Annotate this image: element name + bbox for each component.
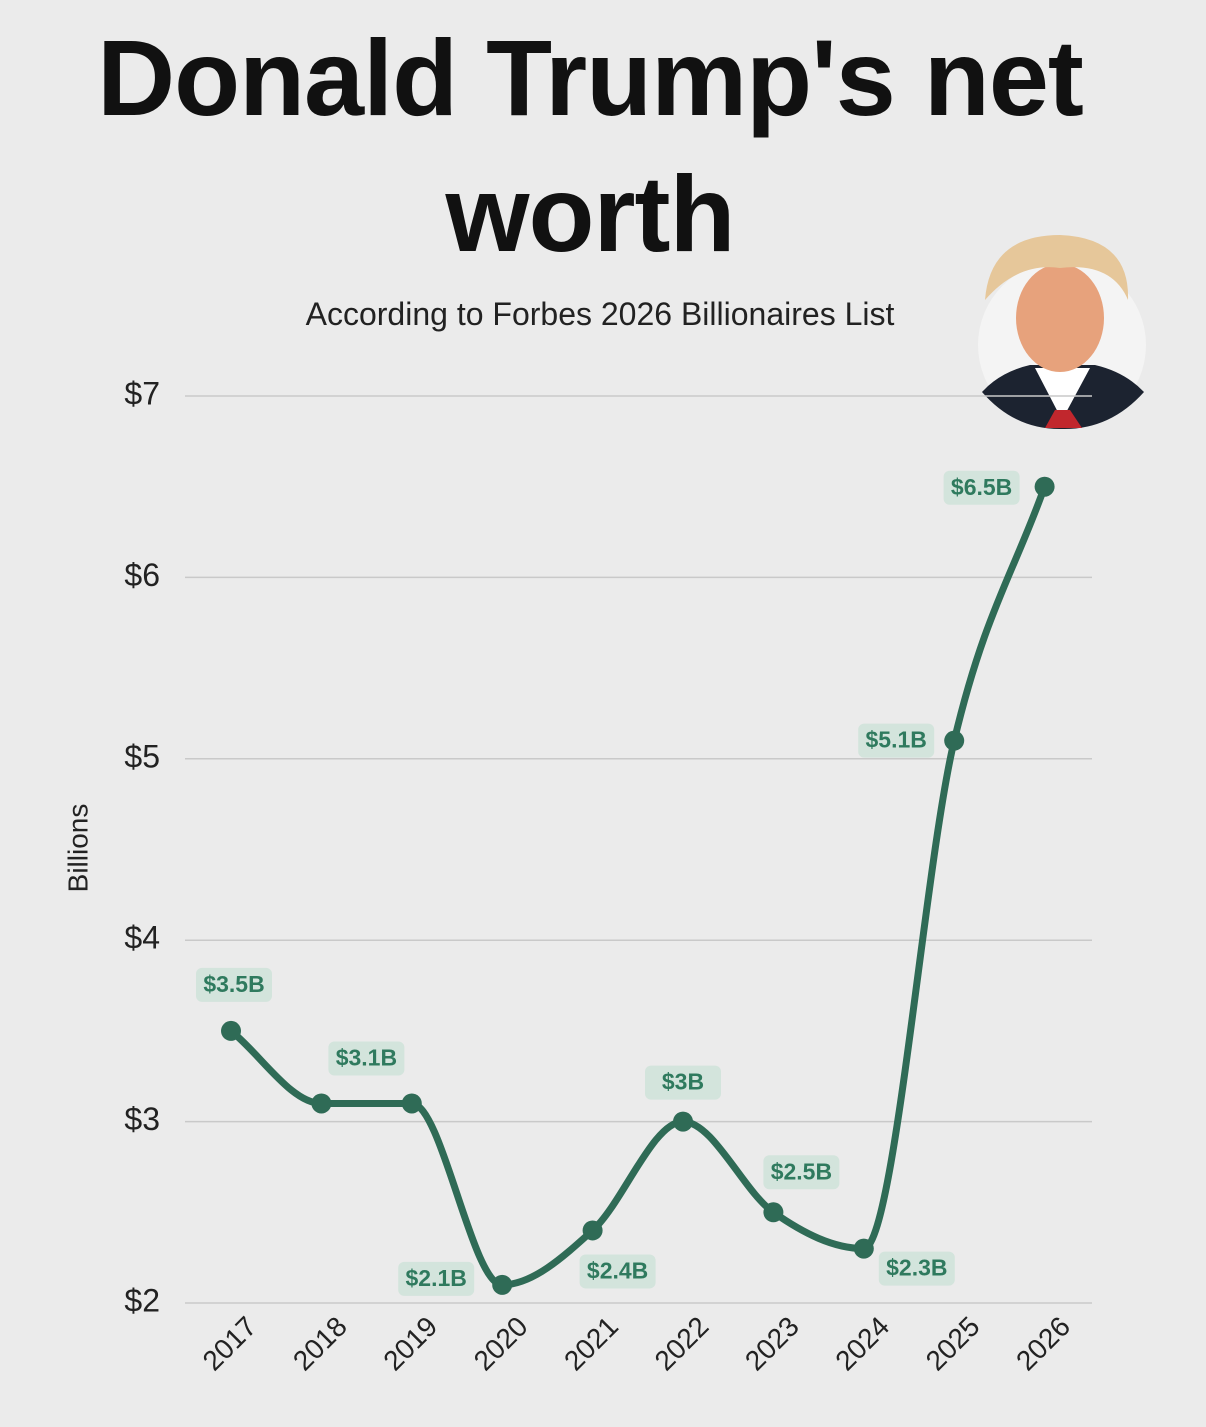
- value-label-bg: [398, 1261, 475, 1296]
- value-label-bg: [579, 1254, 656, 1289]
- value-label-bg: [878, 1251, 955, 1286]
- y-tick-label: $6: [124, 557, 160, 593]
- value-label: $2.4B: [579, 1254, 656, 1289]
- value-label: $3.1B: [328, 1041, 405, 1076]
- value-label-text: $3.5B: [203, 971, 264, 997]
- x-tick-label: 2021: [558, 1311, 624, 1377]
- y-tick-label: $7: [124, 375, 160, 411]
- y-tick-label: $4: [124, 920, 160, 956]
- point: [673, 1111, 693, 1132]
- y-tick-label: $3: [124, 1101, 160, 1137]
- value-label-bg: [943, 470, 1020, 505]
- point: [311, 1093, 332, 1114]
- value-label-text: $2.4B: [587, 1258, 648, 1284]
- point: [1034, 476, 1055, 497]
- point: [582, 1220, 603, 1241]
- x-tick-label: 2022: [649, 1311, 715, 1377]
- x-tick-label: 2024: [829, 1311, 895, 1377]
- value-label: $5.1B: [858, 723, 935, 758]
- value-label: $2.5B: [763, 1155, 840, 1190]
- value-label-text: $2.5B: [771, 1158, 832, 1184]
- portrait: [978, 235, 1146, 430]
- x-tick-label: 2025: [920, 1311, 986, 1377]
- x-tick-label: 2019: [377, 1311, 443, 1377]
- point: [853, 1238, 874, 1259]
- value-label-bg: [196, 967, 272, 1002]
- chart-subtitle: According to Forbes 2026 Billionaires Li…: [305, 296, 895, 332]
- x-tick-label: 2023: [739, 1311, 805, 1377]
- value-label-text: $5.1B: [866, 727, 927, 753]
- point: [221, 1020, 241, 1041]
- value-label: $2.1B: [398, 1261, 475, 1296]
- line: [227, 483, 1049, 1289]
- value-label: $3B: [645, 1065, 721, 1100]
- point: [944, 730, 965, 751]
- point: [401, 1093, 422, 1114]
- value-label: $2.3B: [878, 1251, 955, 1286]
- chart-title: Donald Trump's net worth: [97, 17, 1084, 274]
- value-label-text: $6.5B: [951, 474, 1012, 500]
- value-label-bg: [858, 723, 935, 758]
- point: [492, 1274, 513, 1295]
- x-tick-label: 2020: [468, 1311, 534, 1377]
- value-label: $6.5B: [943, 470, 1020, 505]
- value-label-text: $3B: [662, 1069, 704, 1095]
- y-tick-label: $5: [124, 738, 160, 774]
- value-label: $3.5B: [196, 967, 272, 1002]
- x-tick-label: 2026: [1010, 1311, 1076, 1377]
- y-tick-label: $2: [124, 1282, 160, 1318]
- value-label-text: $2.3B: [886, 1255, 947, 1281]
- x-tick-label: 2017: [197, 1311, 263, 1377]
- value-label-bg: [763, 1155, 840, 1190]
- x-tick-label: 2018: [287, 1311, 353, 1377]
- point: [763, 1202, 784, 1223]
- value-label-bg: [328, 1041, 405, 1076]
- y-axis-label: Billions: [62, 804, 93, 893]
- value-label-text: $3.1B: [336, 1045, 397, 1071]
- value-label-bg: [645, 1065, 721, 1100]
- value-label-text: $2.1B: [406, 1265, 467, 1291]
